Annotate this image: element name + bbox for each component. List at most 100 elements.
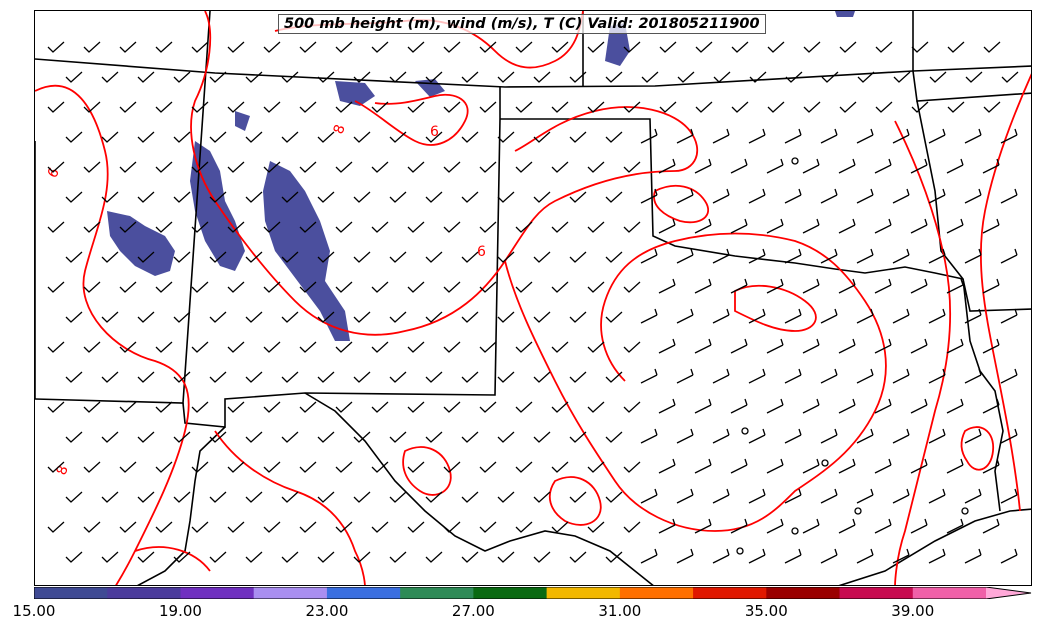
wind-barb [299, 161, 317, 173]
boundaries [35, 11, 1031, 585]
wind-barb [802, 218, 820, 234]
wind-barb [389, 311, 407, 323]
wind-barb [515, 521, 533, 533]
wind-barb [605, 251, 623, 263]
wind-barb [569, 191, 587, 203]
wind-barb [658, 278, 676, 294]
wind-barb [245, 551, 263, 563]
wind-barb [964, 248, 982, 264]
wind-barb [479, 221, 497, 233]
calm-wind-circle [821, 459, 829, 467]
wind-barb [335, 281, 353, 293]
wind-barb [101, 251, 119, 263]
wind-barb [353, 551, 371, 563]
wind-barb [658, 458, 676, 474]
wind-barb [227, 161, 245, 173]
wind-barb [317, 371, 335, 383]
wind-barb [910, 458, 928, 474]
boundary-mexico [304, 392, 654, 585]
wind-barb [730, 518, 748, 534]
wind-barb [892, 428, 910, 444]
wind-barb [533, 551, 551, 563]
wind-barb [389, 71, 407, 83]
wind-barb [838, 278, 856, 294]
contour-label-4: 8 [54, 464, 72, 478]
wind-barb [407, 281, 425, 293]
contour-label-3: 6 [430, 124, 439, 140]
wind-barb [137, 251, 155, 263]
wind-barb [65, 251, 83, 263]
wind-barb [820, 188, 838, 204]
wind-barb [910, 338, 928, 354]
colorbar-segment [253, 587, 328, 599]
wind-barb [587, 221, 605, 233]
wind-barb [730, 458, 748, 474]
wind-barb [65, 311, 83, 323]
wind-barb [659, 41, 677, 53]
wind-barb [137, 311, 155, 323]
wind-barb [856, 488, 874, 504]
wind-barb [730, 398, 748, 414]
wind-barb [245, 491, 263, 503]
wind-barb [695, 41, 713, 53]
wind-barb [964, 548, 982, 564]
wind-barb [191, 461, 209, 473]
wind-barb [785, 71, 803, 83]
wind-barb [533, 491, 551, 503]
wind-barb [173, 191, 191, 203]
calm-wind-circle [961, 507, 969, 515]
wind-barb [209, 71, 227, 83]
wind-barb [209, 371, 227, 383]
wind-barb [623, 41, 641, 53]
wind-barb [371, 341, 389, 353]
wind-barb [1000, 128, 1018, 144]
wind-barb [227, 461, 245, 473]
wind-barb [965, 71, 983, 83]
wind-barb [820, 548, 838, 564]
wind-barb [65, 131, 83, 143]
wind-barb [461, 551, 479, 563]
wind-barb [479, 101, 497, 113]
fill-area-topright [835, 11, 855, 17]
wind-barb [281, 311, 299, 323]
wind-barb [803, 41, 821, 53]
map-canvas: 6 6 6 8 8 [35, 11, 1031, 585]
wind-barb [119, 41, 137, 53]
wind-barb [676, 128, 694, 144]
wind-barb [191, 401, 209, 413]
calm-wind-circle [854, 507, 862, 515]
wind-barb [874, 338, 892, 354]
wind-barb [389, 431, 407, 443]
wind-barb [83, 521, 101, 533]
wind-barb [173, 551, 191, 563]
boundary-ar-la [916, 100, 1031, 312]
wind-barb [1000, 368, 1018, 384]
wind-barb [479, 161, 497, 173]
wind-barb [155, 161, 173, 173]
wind-barb [263, 41, 281, 53]
wind-barb [461, 251, 479, 263]
wind-barb [371, 401, 389, 413]
wind-barb [587, 101, 605, 113]
wind-barb [407, 161, 425, 173]
wind-barb [947, 101, 965, 113]
wind-barb [802, 398, 820, 414]
wind-barb [191, 41, 209, 53]
colorbar-segment [180, 587, 255, 599]
wind-barb [335, 401, 353, 413]
wind-barb [658, 218, 676, 234]
wind-barb [623, 221, 641, 233]
wind-barb [748, 368, 766, 384]
wind-barb [856, 128, 874, 144]
wind-barb [946, 218, 964, 234]
wind-barb [983, 101, 1001, 113]
wind-barb [155, 41, 173, 53]
wind-barb [640, 248, 658, 264]
wind-barb [623, 401, 641, 413]
wind-barb [83, 41, 101, 53]
wind-barb [892, 368, 910, 384]
wind-barb [875, 101, 893, 113]
calm-wind-circle [791, 157, 799, 165]
contour-label-2: 6 [477, 244, 486, 260]
wind-barb [551, 281, 569, 293]
